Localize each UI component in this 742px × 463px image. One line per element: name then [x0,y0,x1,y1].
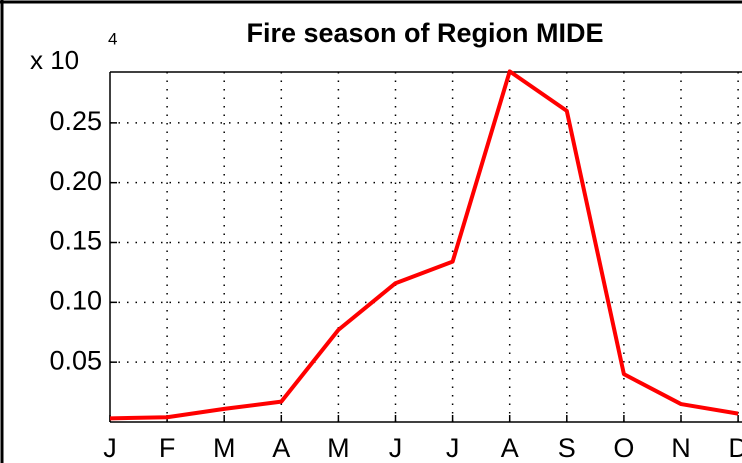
line-series [109,69,739,421]
x-tick-label: O [613,433,634,463]
x-tick-label: J [389,433,403,463]
x-tick-label: M [327,433,350,463]
x-tick-label: A [501,433,519,463]
x-tick-label: M [213,433,236,463]
y-tick-label: 0.10 [49,285,102,315]
y-tick-label: 0.05 [49,345,102,375]
x-tick-label: J [446,433,460,463]
x-tick-label: S [558,433,576,463]
x-tick-label: D [728,433,742,463]
x-tick-label: J [103,433,117,463]
y-tick-label: 0.25 [49,106,102,136]
y-multiplier: x 10 [30,45,79,75]
chart-title: Fire season of Region MIDE [246,18,603,48]
x-tick-label: N [671,433,691,463]
x-tick-label: F [159,433,176,463]
x-tick-label: A [272,433,290,463]
y-tick-label: 0.20 [49,166,102,196]
y-multiplier-exponent: 4 [108,29,117,48]
y-tick-label: 0.15 [49,226,102,256]
